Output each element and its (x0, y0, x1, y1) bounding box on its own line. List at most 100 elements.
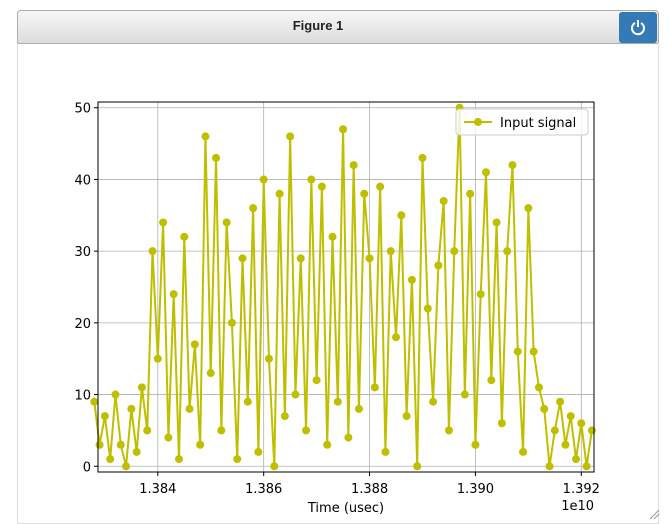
data-point (349, 161, 358, 170)
data-point (339, 125, 348, 134)
data-point (185, 404, 194, 413)
resize-handle[interactable] (649, 509, 660, 520)
data-point (487, 376, 496, 385)
y-tick-label: 30 (74, 245, 91, 260)
data-point (397, 211, 406, 220)
data-point (354, 404, 363, 413)
data-point (174, 455, 183, 464)
data-point (249, 204, 258, 213)
data-point (529, 347, 538, 356)
data-point (148, 247, 157, 256)
data-point (566, 412, 575, 421)
data-point (270, 462, 279, 471)
legend-label: Input signal (500, 116, 576, 131)
data-point (243, 397, 252, 406)
data-point (497, 419, 506, 428)
figure-title: Figure 1 (292, 18, 344, 33)
data-point (159, 218, 168, 227)
data-point (550, 426, 559, 435)
data-point (572, 455, 581, 464)
data-point (100, 412, 109, 421)
data-point (360, 189, 369, 198)
legend-box (455, 108, 589, 136)
data-point (196, 440, 205, 449)
data-point (180, 232, 189, 241)
data-point (471, 440, 480, 449)
data-point (540, 404, 549, 413)
power-icon (631, 20, 645, 36)
data-point (95, 440, 104, 449)
data-point (386, 247, 395, 256)
data-point (344, 433, 353, 442)
title-bar: Figure 1 (17, 10, 659, 44)
data-point (476, 290, 485, 299)
data-point (111, 390, 120, 399)
data-point (333, 397, 342, 406)
data-point (460, 390, 469, 399)
y-tick-label: 0 (83, 460, 91, 475)
data-point (238, 254, 247, 263)
data-point (307, 175, 316, 184)
data-point (312, 376, 321, 385)
data-point (206, 369, 215, 378)
data-point (444, 426, 453, 435)
data-point (376, 182, 385, 191)
data-point (519, 447, 528, 456)
data-point (508, 161, 517, 170)
data-point (587, 426, 596, 435)
y-tick-label: 40 (74, 173, 91, 188)
data-point (482, 168, 491, 177)
x-axis-label: Time (usec) (307, 501, 384, 516)
data-point (381, 447, 390, 456)
x-tick-label: 1.392 (563, 482, 600, 497)
data-point (169, 290, 178, 299)
data-point (137, 383, 146, 392)
data-point (577, 419, 586, 428)
y-tick-label: 20 (74, 317, 91, 332)
data-point (323, 440, 332, 449)
data-point (524, 204, 533, 213)
data-point (286, 132, 295, 141)
data-point (317, 182, 326, 191)
data-point (407, 275, 416, 284)
data-point (280, 412, 289, 421)
data-point (259, 175, 268, 184)
data-point (402, 412, 411, 421)
data-point (413, 462, 422, 471)
x-offset-label: 1e10 (561, 499, 594, 514)
data-point (127, 404, 136, 413)
data-point (122, 462, 131, 471)
data-point (264, 354, 273, 363)
data-point (513, 347, 522, 356)
data-point (556, 397, 565, 406)
data-point (201, 132, 210, 141)
x-tick-label: 1.386 (245, 482, 282, 497)
data-point (450, 247, 459, 256)
data-point (291, 390, 300, 399)
close-button[interactable] (619, 12, 657, 43)
data-point (503, 247, 512, 256)
series-line (93, 107, 593, 467)
data-point (582, 462, 591, 471)
data-point (164, 433, 173, 442)
data-point (254, 447, 263, 456)
data-point (466, 189, 475, 198)
x-tick-label: 1.388 (351, 482, 388, 497)
data-point (227, 318, 236, 327)
data-point (222, 218, 231, 227)
data-point (429, 397, 438, 406)
data-point (418, 153, 427, 162)
legend-marker (474, 118, 482, 126)
data-point (233, 455, 242, 464)
y-tick-label: 50 (74, 102, 91, 117)
data-point (392, 333, 401, 342)
plot-frame (97, 101, 595, 473)
data-point (302, 426, 311, 435)
data-point (212, 153, 221, 162)
data-point (217, 426, 226, 435)
data-point (275, 189, 284, 198)
data-point (153, 354, 162, 363)
data-point (423, 304, 432, 313)
